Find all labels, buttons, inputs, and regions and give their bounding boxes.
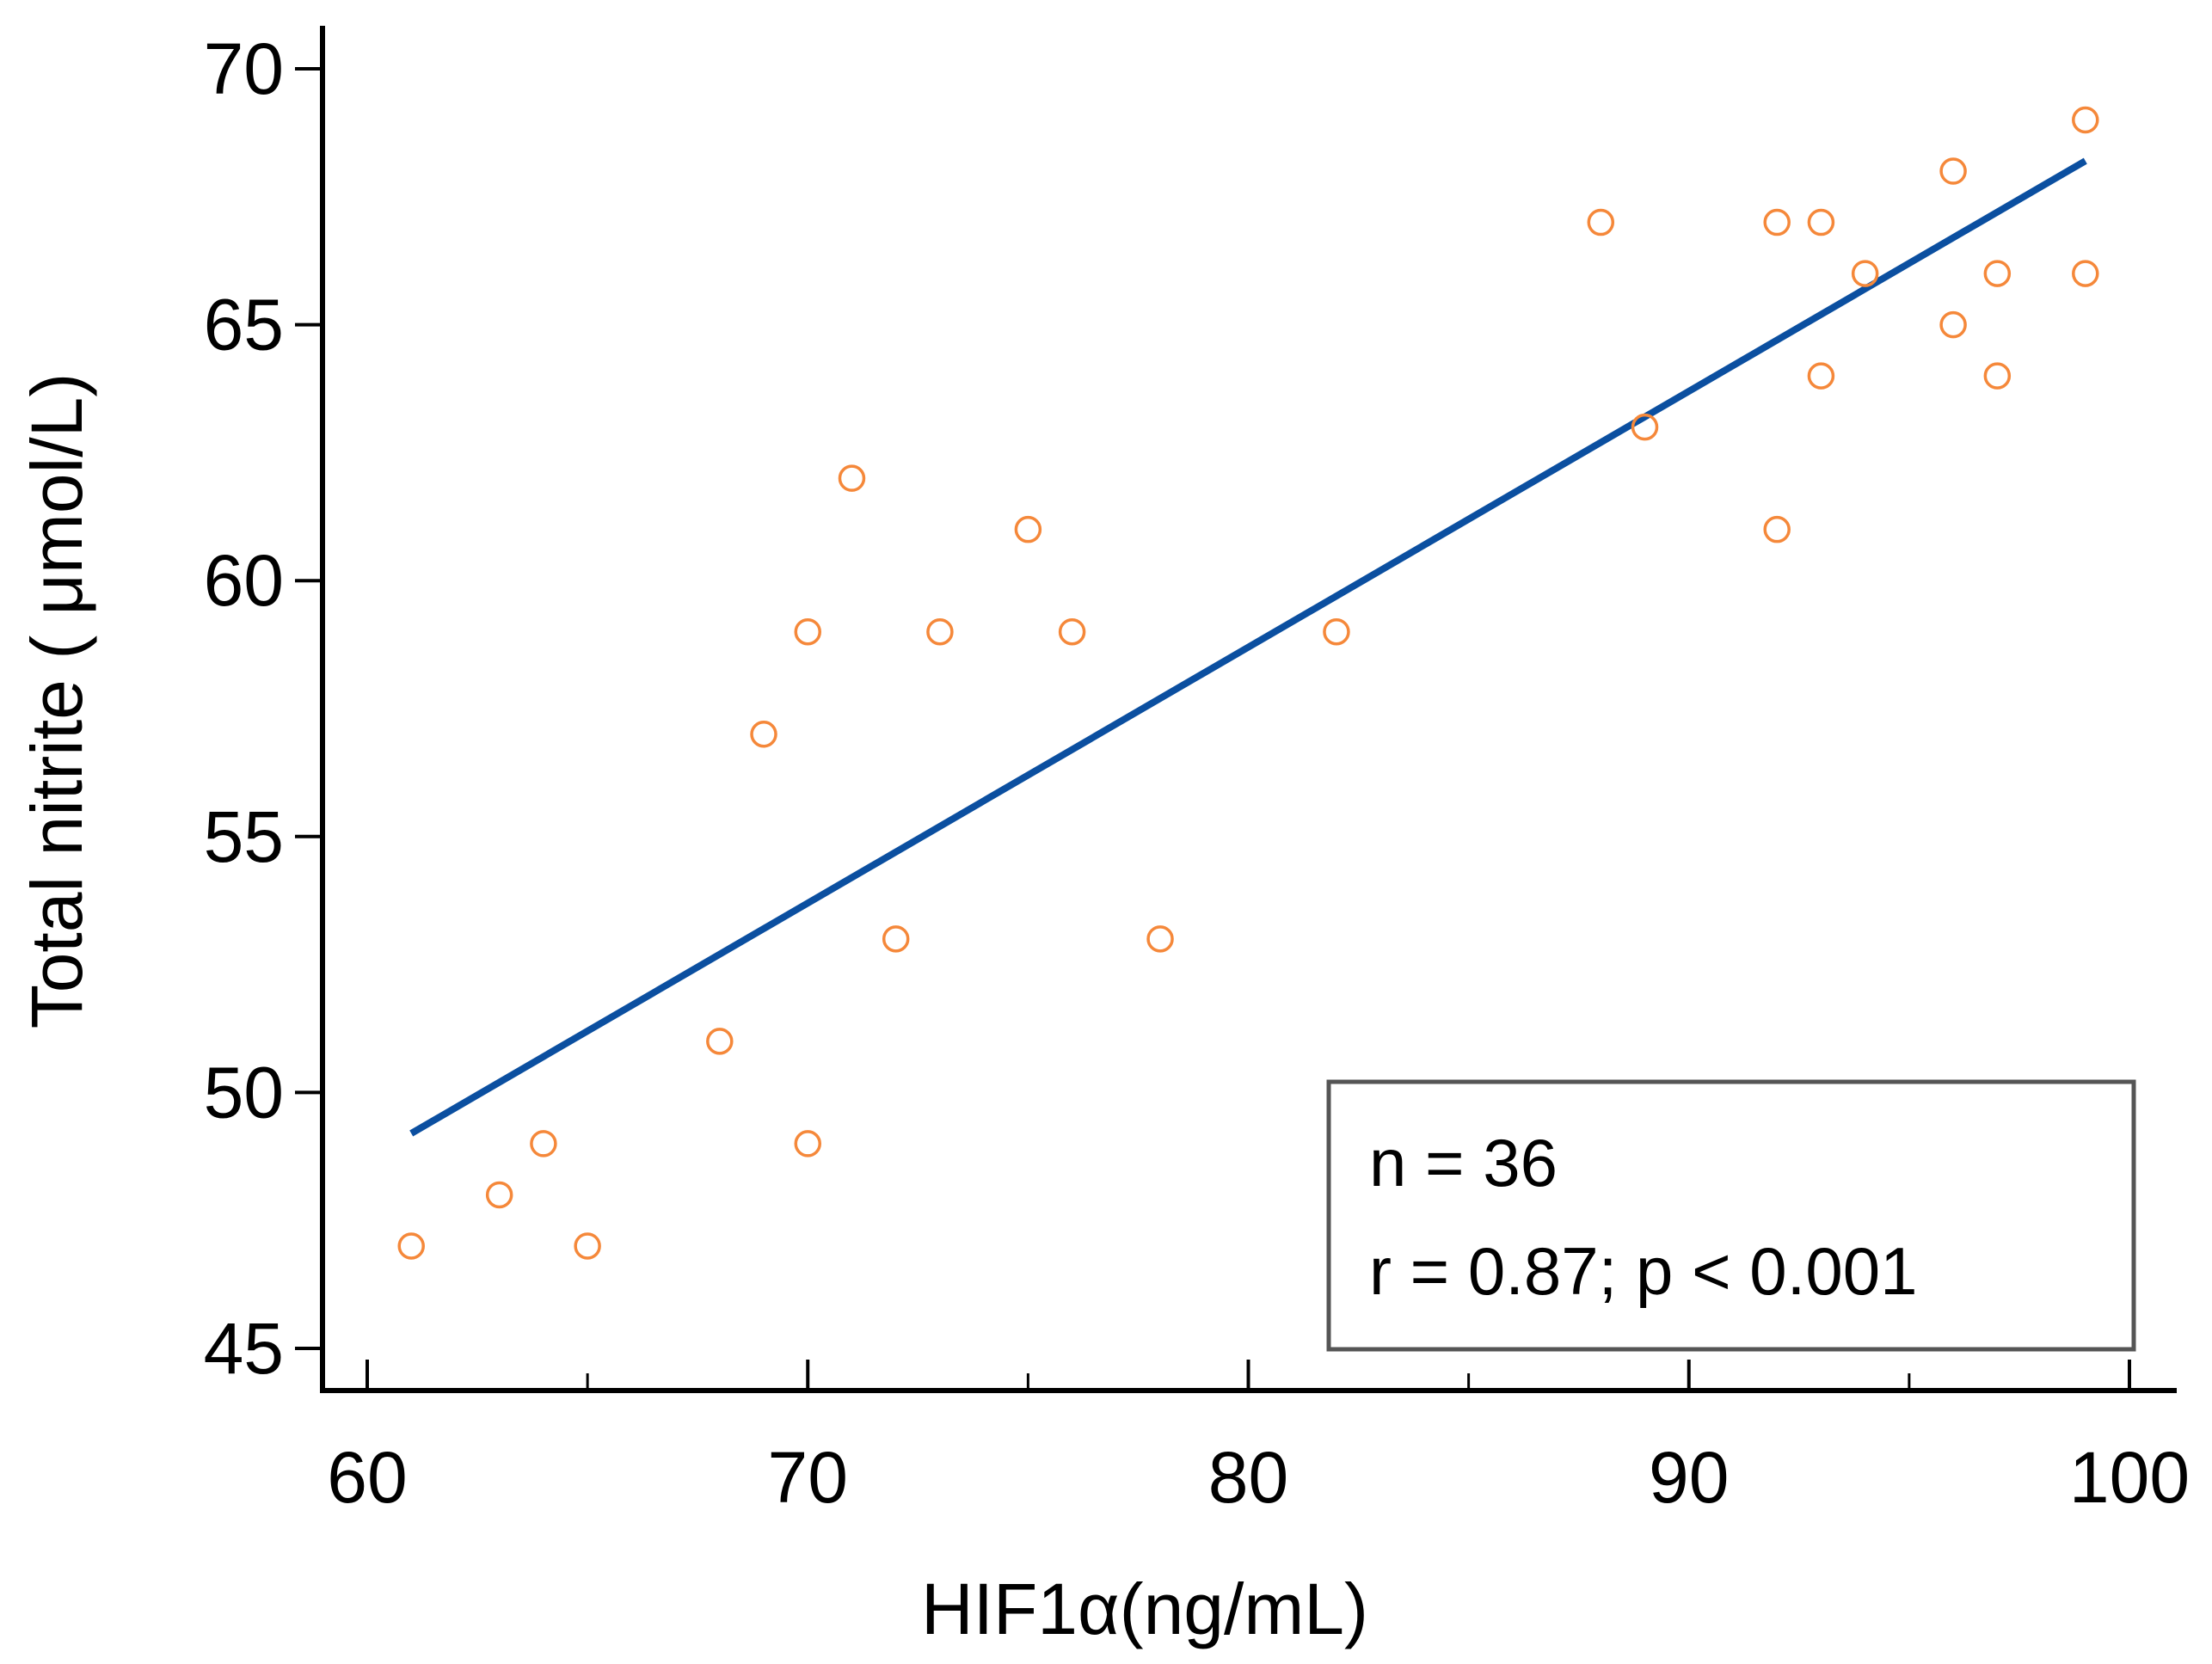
x-tick-label: 70	[768, 1437, 848, 1518]
data-point	[1323, 617, 1350, 646]
stats-n-text: n = 36	[1369, 1125, 1558, 1200]
regression-line	[409, 157, 2087, 1137]
data-point	[2072, 106, 2099, 134]
data-point	[706, 1028, 734, 1055]
y-tick-label: 70	[204, 28, 284, 109]
data-point	[397, 1232, 425, 1260]
y-tick-label: 45	[204, 1308, 284, 1389]
x-tick-label: 90	[1649, 1437, 1729, 1518]
data-point	[530, 1130, 557, 1157]
data-point	[574, 1232, 601, 1260]
regression-layer	[409, 157, 2087, 1137]
data-point	[1058, 617, 1086, 646]
data-points	[397, 106, 2099, 1260]
stats-r-p-text: r = 0.87; p < 0.001	[1369, 1233, 1917, 1309]
axis-ticks: 45 50 55 60 65 70 60 70 80 90 100	[204, 28, 2190, 1518]
y-tick-label: 65	[204, 285, 284, 365]
y-tick-label: 60	[204, 540, 284, 621]
y-axis-title: Total nitrite ( μmol/L)	[16, 373, 97, 1029]
x-axis-title: HIF1α(ng/mL)	[921, 1569, 1368, 1649]
data-point	[1587, 208, 1615, 236]
data-point	[926, 617, 954, 646]
data-point	[838, 464, 866, 492]
data-point	[1631, 413, 1659, 441]
data-point	[1763, 515, 1791, 543]
x-tick-label: 60	[327, 1437, 407, 1518]
data-point	[882, 925, 910, 953]
data-point	[1146, 925, 1174, 953]
data-point	[1983, 362, 2012, 390]
data-point	[1939, 157, 1967, 185]
data-point	[1014, 515, 1042, 543]
stats-box: n = 36 r = 0.87; p < 0.001	[1326, 1079, 2136, 1352]
data-point	[1939, 310, 1967, 339]
data-point	[1807, 208, 1835, 236]
data-point	[2072, 260, 2099, 287]
y-tick-label: 50	[204, 1052, 284, 1133]
data-point	[1763, 208, 1791, 236]
x-tick-label: 100	[2069, 1437, 2190, 1518]
x-tick-label: 80	[1208, 1437, 1288, 1518]
data-point	[1807, 362, 1835, 390]
data-point	[794, 1130, 821, 1157]
data-point	[1851, 260, 1879, 287]
y-tick-label: 55	[204, 796, 284, 877]
data-point	[1983, 260, 2012, 287]
stats-box-border	[1326, 1079, 2136, 1352]
data-point	[794, 617, 821, 646]
data-point	[485, 1181, 513, 1209]
data-point	[750, 721, 777, 748]
